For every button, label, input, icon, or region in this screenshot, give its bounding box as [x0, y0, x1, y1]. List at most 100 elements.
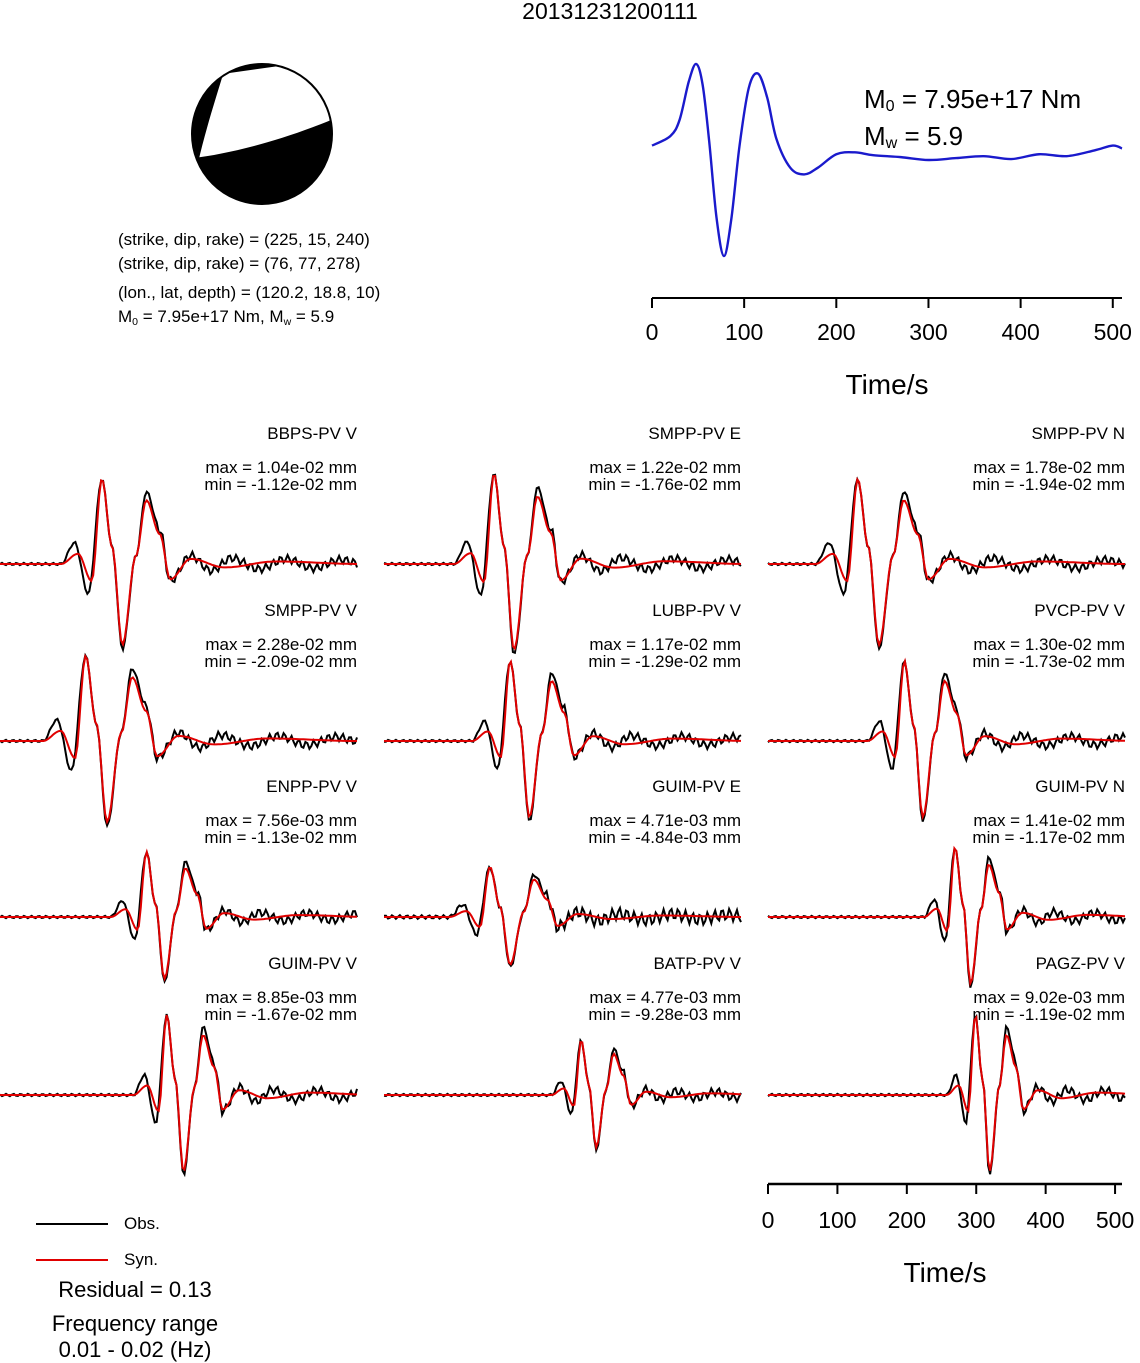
trace-enpp-pv-v — [0, 848, 358, 985]
trace-station-name: ENPP-PV V — [266, 778, 357, 795]
trace-max-label: max = 1.41e-02 mm — [973, 812, 1125, 829]
beachball-outline — [191, 63, 333, 205]
source-time-function-chart: 0 100 200 300 400 500 Time/s — [646, 62, 1132, 400]
legend-obs: Obs. — [36, 1206, 160, 1242]
trace-station-name: BBPS-PV V — [267, 425, 357, 442]
waveform-tick-label: 400 — [1026, 1207, 1064, 1233]
trace-min-label: min = -1.73e-02 mm — [972, 653, 1125, 670]
trace-min-label: min = -2.09e-02 mm — [204, 653, 357, 670]
synthetic-waveform — [384, 866, 741, 966]
waveform-x-label: Time/s — [904, 1257, 987, 1288]
synthetic-waveform — [768, 1014, 1126, 1171]
legend-obs-label: Obs. — [124, 1214, 160, 1233]
figure-title: 20131231200111 — [522, 0, 698, 24]
trace-station-name: SMPP-PV E — [648, 425, 741, 442]
trace-min-label: min = -1.76e-02 mm — [588, 476, 741, 493]
synthetic-waveform — [768, 845, 1126, 987]
trace-min-label: min = -1.29e-02 mm — [588, 653, 741, 670]
trace-station-name: PAGZ-PV V — [1035, 955, 1125, 972]
trace-bbps-pv-v — [0, 478, 358, 654]
observed-waveform — [383, 473, 742, 655]
residual-label: Residual = 0.13 — [58, 1277, 212, 1302]
stf-x-label: Time/s — [846, 369, 929, 400]
stf-tick-label: 500 — [1094, 319, 1132, 345]
observed-waveform — [767, 476, 1126, 652]
trace-max-label: max = 1.30e-02 mm — [973, 636, 1125, 653]
strike-dip-rake-plane-2: (strike, dip, rake) = (76, 77, 278) — [118, 254, 361, 273]
stf-tick-label: 400 — [1001, 319, 1039, 345]
stf-mw: Mw = 5.9 — [864, 121, 964, 152]
trace-min-label: min = -4.84e-03 mm — [588, 829, 741, 846]
frequency-range-value: 0.01 - 0.02 (Hz) — [58, 1337, 212, 1362]
mechanism-info: (strike, dip, rake) = (225, 15, 240) (st… — [118, 228, 380, 334]
trace-min-label: min = -9.28e-03 mm — [588, 1006, 741, 1023]
trace-pagz-pv-v — [767, 1013, 1126, 1175]
stf-curve — [651, 62, 1123, 258]
observed-waveform — [383, 1037, 742, 1155]
location-depth: (lon., lat, depth) = (120.2, 18.8, 10) — [118, 283, 381, 302]
trace-guim-pv-v — [0, 1013, 358, 1178]
trace-max-label: max = 4.77e-03 mm — [589, 989, 741, 1006]
trace-guim-pv-e — [384, 864, 742, 968]
synthetic-waveform — [384, 1040, 741, 1151]
trace-max-label: max = 7.56e-03 mm — [205, 812, 357, 829]
synthetic-waveform — [768, 657, 1125, 821]
trace-max-label: max = 8.85e-03 mm — [205, 989, 357, 1006]
trace-smpp-pv-v — [0, 652, 358, 829]
observed-waveform — [767, 846, 1126, 988]
synthetic-waveform — [384, 474, 742, 651]
trace-min-label: min = -1.19e-02 mm — [972, 1006, 1125, 1023]
trace-lubp-pv-v — [383, 658, 742, 821]
trace-min-label: min = -1.17e-02 mm — [972, 829, 1125, 846]
stf-tick-label: 100 — [725, 319, 763, 345]
trace-station-name: LUBP-PV V — [652, 602, 741, 619]
moment-magnitude-line: M0 = 7.95e+17 Nm, Mw = 5.9 — [118, 307, 335, 328]
focal-mechanism-beachball — [191, 63, 333, 205]
trace-station-name: SMPP-PV N — [1031, 425, 1125, 442]
waveform-tick-label: 0 — [762, 1207, 775, 1233]
trace-min-label: min = -1.13e-02 mm — [204, 829, 357, 846]
trace-station-name: GUIM-PV N — [1035, 778, 1125, 795]
waveform-tick-label: 500 — [1096, 1207, 1134, 1233]
dilatational-quadrant — [194, 64, 332, 158]
trace-max-label: max = 1.17e-02 mm — [589, 636, 741, 653]
stf-moment-label: M0 = 7.95e+17 Nm Mw = 5.9 — [864, 84, 1081, 158]
synthetic-waveform — [384, 658, 741, 819]
trace-station-name: PVCP-PV V — [1034, 602, 1125, 619]
stf-tick-label: 0 — [646, 319, 659, 345]
trace-min-label: min = -1.12e-02 mm — [204, 476, 357, 493]
stf-m0: M0 = 7.95e+17 Nm — [864, 84, 1082, 115]
waveform-tick-label: 100 — [818, 1207, 856, 1233]
synthetic-waveform — [768, 476, 1125, 648]
legend-obs-swatch — [36, 1223, 108, 1225]
synthetic-waveform — [0, 848, 358, 982]
legend-syn-label: Syn. — [124, 1250, 159, 1269]
trace-max-label: max = 9.02e-03 mm — [973, 989, 1125, 1006]
trace-max-label: max = 1.78e-02 mm — [973, 459, 1125, 476]
trace-station-name: GUIM-PV E — [652, 778, 741, 795]
trace-station-name: SMPP-PV V — [264, 602, 357, 619]
observed-waveform — [0, 479, 358, 654]
trace-max-label: max = 1.04e-02 mm — [205, 459, 357, 476]
trace-smpp-pv-e — [383, 473, 742, 655]
trace-batp-pv-v — [383, 1037, 742, 1155]
stf-tick-label: 200 — [817, 319, 855, 345]
trace-max-label: max = 1.22e-02 mm — [589, 459, 741, 476]
observed-waveform — [383, 659, 742, 821]
trace-min-label: min = -1.94e-02 mm — [972, 476, 1125, 493]
legend: Obs. Syn. — [36, 1206, 160, 1278]
trace-station-name: BATP-PV V — [653, 955, 741, 972]
waveform-tick-label: 200 — [888, 1207, 926, 1233]
strike-dip-rake-plane-1: (strike, dip, rake) = (225, 15, 240) — [118, 230, 370, 249]
waveform-tick-label: 300 — [957, 1207, 995, 1233]
synthetic-waveform — [0, 653, 357, 825]
trace-max-label: max = 2.28e-02 mm — [205, 636, 357, 653]
trace-max-label: max = 4.71e-03 mm — [589, 812, 741, 829]
trace-pvcp-pv-v — [767, 657, 1126, 822]
synthetic-waveform — [0, 1014, 358, 1172]
trace-guim-pv-n — [767, 845, 1126, 988]
trace-station-name: GUIM-PV V — [268, 955, 357, 972]
synthetic-waveform — [0, 478, 357, 648]
frequency-range-title: Frequency range — [51, 1311, 219, 1336]
